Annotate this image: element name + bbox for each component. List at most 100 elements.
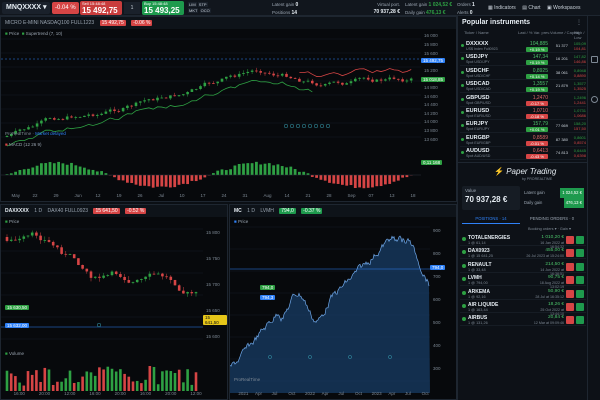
volume-bar xyxy=(68,370,72,391)
col-last[interactable]: Last / % Var. prev. xyxy=(518,30,551,35)
order-type-stp[interactable]: STP xyxy=(197,2,208,7)
sell-button[interactable]: Sell 15:48:48 15 492,75 xyxy=(80,1,122,15)
position-close-button[interactable] xyxy=(566,249,574,258)
main-price-chart[interactable] xyxy=(1,29,421,199)
candle xyxy=(47,240,51,242)
order-type-oco[interactable]: OCO xyxy=(199,8,211,13)
quantity-input[interactable]: 1 xyxy=(124,2,140,14)
position-row[interactable]: TOTALENERGIES 1 @ 61,14 1 010,20 €16 Jan 2… xyxy=(460,234,586,249)
position-close-button[interactable] xyxy=(566,316,574,325)
volume-bar xyxy=(127,376,131,391)
macd-bar xyxy=(280,166,284,175)
x-tick-label: Oct xyxy=(355,391,363,396)
position-row[interactable]: LVMH 1 @ 794,00 90,75 €18 Aug 2022 at 13:0… xyxy=(460,274,586,289)
position-add-button[interactable] xyxy=(576,289,584,298)
instrument-row[interactable]: USDJPY Spot USD/JPY 147,34 +0.19 % 16 201 147… xyxy=(460,53,586,67)
position-gain: 214,50 € xyxy=(545,261,564,267)
col-ticker[interactable]: Ticker / Name xyxy=(464,30,489,35)
x-tick-label: 16:00 xyxy=(139,391,152,396)
position-add-button[interactable] xyxy=(576,249,584,258)
latent-gain-label: Latent gain xyxy=(405,2,428,7)
dax-y-axis: 15 800 15 750 15 700 15 650 15 600 xyxy=(203,217,227,347)
sidebar-layout-icon[interactable] xyxy=(591,56,598,63)
instrument-row[interactable]: USDCHF Spot USD/CHF 0,8925 +0.14 % 38 061 0,8… xyxy=(460,67,586,80)
paper-trading-logo: ⚡ Paper Trading xyxy=(494,167,557,176)
macd-bar xyxy=(224,170,228,175)
position-add-button[interactable] xyxy=(576,262,584,271)
x-tick-label: 16:00 xyxy=(13,391,25,396)
instrument-ticker: USDJPY xyxy=(466,54,489,61)
position-row[interactable]: AIRBUS 1 @ 131,26 20,84 €12 Mar at 09:09:4… xyxy=(460,314,586,327)
volume-bar xyxy=(93,375,97,391)
tab-pending-orders[interactable]: PENDING ORDERS · 0 xyxy=(529,216,575,221)
event-marker xyxy=(308,355,312,359)
dax-interval[interactable]: 1 D xyxy=(34,208,43,214)
positions-sort[interactable]: Booking orders ▾ · Gain ▾ xyxy=(528,227,571,231)
col-volume[interactable]: Volume / Capital xyxy=(550,30,580,35)
instrument-row[interactable]: DXXXXX US$ Index Full0923 104,885 +0.19 % 51… xyxy=(460,40,586,53)
candle xyxy=(18,129,22,131)
chart-tab[interactable]: ▤ Chart xyxy=(522,5,541,11)
sort-label: Booking orders xyxy=(528,227,554,231)
workspaces-tab[interactable]: ▣ Workspaces xyxy=(546,5,581,11)
mc-chart-pane[interactable]: MC 1 D LVMH 794,0 -0.37 % ■ Price 900 800… xyxy=(229,204,457,400)
instrument-row[interactable]: EURUSD Spot EUR/USD 1,0710 -0.18 % 1,0731 1,0… xyxy=(460,107,586,120)
position-row[interactable]: AIR LIQUIDE 1 @ 163,44 18,26 €25 Oct 2022 … xyxy=(460,301,586,316)
instrument-high-low: 1,0731 1,0686 xyxy=(570,108,586,118)
instruments-menu-icon[interactable]: ⋮ xyxy=(576,20,582,26)
position-add-button[interactable] xyxy=(576,316,584,325)
instrument-row[interactable]: EURJPY Spot EUR/JPY 157,79 +0.01 % 77 669 158… xyxy=(460,120,586,134)
position-close-button[interactable] xyxy=(566,262,574,271)
mc-price-chart[interactable] xyxy=(230,217,430,393)
dax-chart-pane[interactable]: DAXXXXX 1 D DAX40 FULL0923 15 641,50 -0.… xyxy=(0,204,228,400)
tab-positions[interactable]: POSITIONS · 14 xyxy=(462,214,520,224)
candle xyxy=(147,99,151,101)
mc-symbol[interactable]: MC xyxy=(234,208,242,214)
position-gain: 90,75 € xyxy=(547,275,564,281)
instrument-change: +0.01 % xyxy=(526,127,548,133)
instrument-high-low: 105,09 104,81 xyxy=(570,41,586,51)
position-add-button[interactable] xyxy=(576,276,584,285)
sidebar-alert-icon[interactable] xyxy=(591,96,598,103)
col-highlow[interactable]: High / Low xyxy=(574,30,585,40)
main-chart-pane[interactable]: MICRO E-MINI NASDAQ100 FULL1223 15 492,7… xyxy=(0,16,457,202)
position-close-button[interactable] xyxy=(566,276,574,285)
main-chart-price: 15 492,75 xyxy=(99,20,126,26)
instrument-row[interactable]: USDCAD Spot USD/CAD 1,3557 +0.19 % 21 879 1,3… xyxy=(460,80,586,94)
x-tick-label: 20:00 xyxy=(165,391,177,396)
buy-button[interactable]: Buy 15:48:48 15 493,25 xyxy=(142,1,184,15)
position-row[interactable]: DAX0923 1 @ 15 641,25 455,00 €26 Jul 2023 … xyxy=(460,247,586,260)
macd-bar xyxy=(212,173,215,175)
macd-bar xyxy=(186,175,189,185)
position-row[interactable]: ARKEMA 1 @ 92,16 50,90 €28 Jul at 16:35:12 xyxy=(460,288,586,300)
instrument-high-low: 0,8948 0,8890 xyxy=(570,68,586,78)
position-close-button[interactable] xyxy=(566,289,574,298)
position-add-button[interactable] xyxy=(576,236,584,244)
x-tick-label: Jul xyxy=(338,391,345,396)
instrument-row[interactable]: EURGBP Spot EUR/GBP 0,8589 -0.01 % 87 380 0,8… xyxy=(460,134,586,147)
candle xyxy=(104,111,108,114)
dax-price-chart[interactable] xyxy=(1,217,203,393)
instrument-row[interactable]: AUDUSD Spot AUD/USD 0,6413 -0.43 % 74 813 0,6… xyxy=(460,147,586,161)
position-row[interactable]: RENAULT 1 @ 33,48 214,50 €14 Jun 2022 at 1… xyxy=(460,261,586,276)
position-add-button[interactable] xyxy=(576,303,584,311)
mc-interval[interactable]: 1 D xyxy=(247,208,255,214)
order-type-mkt[interactable]: MKT xyxy=(188,8,199,13)
candle xyxy=(131,282,135,283)
position-close-button[interactable] xyxy=(566,236,574,244)
y-tick-label: 14 200 xyxy=(424,110,438,116)
x-tick-label: Jul xyxy=(158,193,165,198)
instrument-row[interactable]: GBPUSD Spot GBP/USD 1,2470 -0.17 % 1,2496 1,2… xyxy=(460,94,586,107)
instrument-low: 0,8574 xyxy=(573,139,586,145)
indicators-tab[interactable]: ▦ Indicators xyxy=(488,5,516,11)
macd-bar xyxy=(302,171,306,175)
order-type-lim[interactable]: LIM xyxy=(188,2,197,7)
macd-bar xyxy=(332,175,336,184)
candle xyxy=(114,271,118,275)
symbol-selector[interactable]: MNQXXXX ▾ xyxy=(2,2,51,14)
dax-symbol[interactable]: DAXXXXX xyxy=(5,208,29,214)
position-close-button[interactable] xyxy=(566,303,574,311)
candle xyxy=(242,73,245,74)
y-tick-label: 15 800 xyxy=(424,41,438,47)
candle xyxy=(302,81,305,83)
